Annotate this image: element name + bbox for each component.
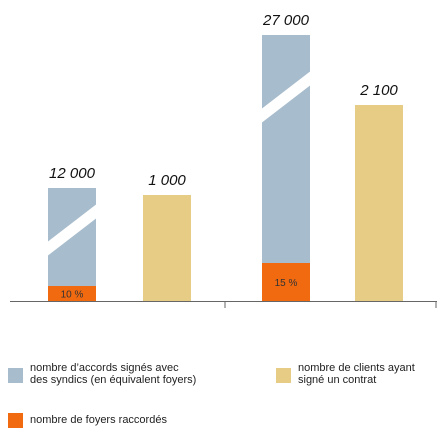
data-label-foyers-0: 10 %	[61, 290, 84, 301]
bar-foyers-0	[48, 286, 96, 301]
legend-label-foyers: nombre de foyers raccordés	[30, 414, 167, 426]
axis-break-0	[46, 203, 98, 257]
bar-accords-1	[262, 35, 310, 301]
legend-swatch-clients	[276, 368, 291, 383]
bar-clients-0	[143, 195, 191, 301]
legend-swatch-accords	[8, 368, 23, 383]
bar-clients-1	[355, 105, 403, 301]
data-label-clients-1: 2 100	[359, 82, 398, 99]
legend-label-clients: nombre de clients ayant signé un contrat	[298, 362, 415, 386]
legend-swatch-foyers	[8, 413, 23, 428]
axis-break-1	[260, 70, 312, 124]
data-label-accords-0: 12 000	[49, 165, 96, 182]
legend-label-accords: nombre d’accords signés avec des syndics…	[30, 362, 197, 386]
bar-foyers-1	[262, 263, 310, 301]
data-label-foyers-1: 15 %	[275, 278, 298, 289]
data-label-clients-0: 1 000	[148, 172, 186, 189]
data-label-accords-1: 27 000	[262, 12, 310, 29]
